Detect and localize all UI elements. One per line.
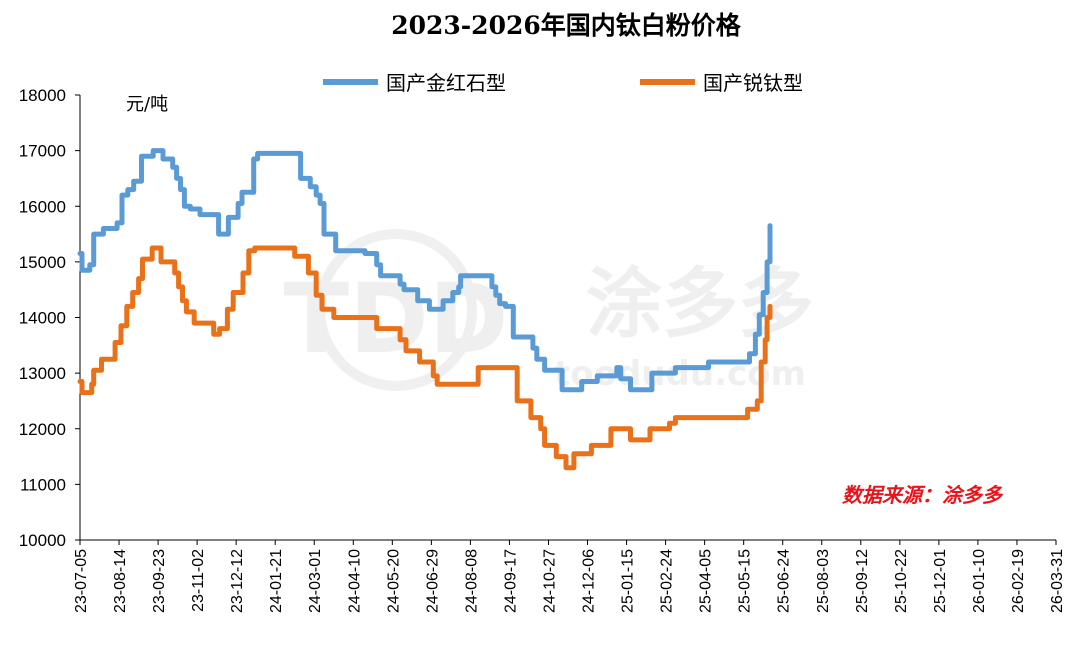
y-tick-label: 10000 <box>19 531 66 550</box>
x-tick-label: 24-05-20 <box>385 549 402 613</box>
y-tick-label: 13000 <box>19 364 66 383</box>
legend: 国产金红石型 国产锐钛型 <box>323 71 803 95</box>
x-tick-label: 26-03-31 <box>1049 549 1066 613</box>
x-tick-label: 25-09-12 <box>854 549 871 613</box>
x-tick-label: 25-08-03 <box>815 549 832 613</box>
y-tick-label: 14000 <box>19 309 66 328</box>
y-tick-label: 15000 <box>19 253 66 272</box>
x-tick-label: 24-12-06 <box>581 549 598 613</box>
unit-label: 元/吨 <box>126 94 168 115</box>
x-tick-label: 24-09-17 <box>502 549 519 613</box>
chart-title: 2023-2026年国内钛白粉价格 <box>391 11 742 40</box>
x-tick-label: 25-06-24 <box>776 549 793 613</box>
y-axis-ticks: 10000 11000 12000 13000 14000 15000 16000 17000… <box>19 86 80 550</box>
x-tick-label: 23-11-02 <box>190 549 207 612</box>
y-tick-label: 16000 <box>19 197 66 216</box>
legend-label-anatase: 国产锐钛型 <box>703 71 803 95</box>
x-tick-label: 23-09-23 <box>151 549 168 613</box>
x-tick-label: 23-08-14 <box>112 549 129 613</box>
x-tick-label: 24-08-08 <box>463 549 480 613</box>
x-tick-label: 24-06-29 <box>424 549 441 613</box>
x-tick-label: 25-04-05 <box>698 549 715 613</box>
x-tick-label: 25-12-01 <box>932 549 949 613</box>
x-tick-label: 23-07-05 <box>73 549 90 613</box>
x-tick-label: 25-05-15 <box>737 549 754 613</box>
x-tick-label: 24-03-01 <box>307 549 324 613</box>
x-tick-label: 24-10-27 <box>541 549 558 613</box>
legend-label-rutile: 国产金红石型 <box>386 71 506 95</box>
x-tick-label: 25-01-15 <box>620 549 637 613</box>
y-tick-label: 17000 <box>19 142 66 161</box>
y-tick-label: 11000 <box>20 475 66 494</box>
y-tick-label: 18000 <box>19 86 66 105</box>
watermark: TDD 涂多多 toodudu.com <box>284 229 814 394</box>
x-tick-label: 23-12-12 <box>229 549 246 613</box>
x-tick-label: 26-02-19 <box>1010 549 1027 613</box>
source-label: 数据来源：涂多多 <box>842 483 1004 507</box>
x-tick-label: 24-01-21 <box>268 549 285 613</box>
series-lines <box>77 148 773 471</box>
x-tick-label: 25-02-24 <box>659 549 676 613</box>
watermark-name: 涂多多 <box>586 259 814 348</box>
series-line-anatase <box>77 245 773 471</box>
y-tick-label: 12000 <box>19 420 66 439</box>
watermark-logo: TDD <box>284 263 509 375</box>
x-tick-label: 24-04-10 <box>346 549 363 613</box>
x-axis-ticks: 23-07-05 23-08-14 23-09-23 23-11-02 23-12-12… <box>73 540 1066 613</box>
series-line-rutile <box>77 148 773 393</box>
x-tick-label: 26-01-10 <box>971 549 988 613</box>
x-tick-label: 25-10-22 <box>893 549 910 613</box>
watermark-site: toodudu.com <box>554 354 806 394</box>
